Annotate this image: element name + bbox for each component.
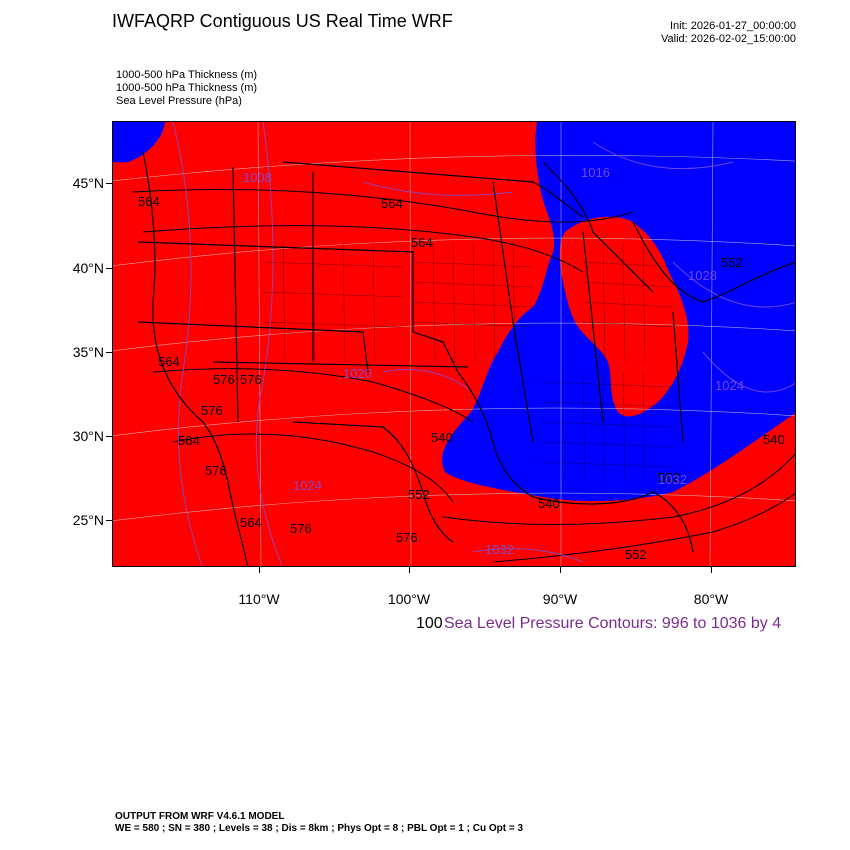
county-lines — [262, 241, 674, 483]
thickness-label: 540 — [763, 432, 785, 447]
thickness-label: 540 — [431, 430, 453, 445]
thickness-contours — [132, 189, 795, 563]
thickness-label: 552 — [408, 487, 430, 502]
weather-map: 564 564 564 552 552 540 540 552 552 564 … — [112, 121, 796, 567]
pressure-label: 1028 — [688, 268, 717, 283]
variable-label-2: 1000-500 hPa Thickness (m) — [116, 82, 258, 94]
lat-label-30: 30°N — [72, 428, 104, 444]
lon-label-90: 90°W — [542, 591, 578, 607]
thickness-label: 564 — [240, 515, 262, 530]
pressure-label: 1024 — [715, 378, 744, 393]
pressure-label: 1016 — [581, 165, 610, 180]
thickness-label: 576 — [290, 521, 312, 536]
lat-label-25: 25°N — [72, 512, 104, 528]
thickness-label: 576 — [213, 372, 235, 387]
lon-tick — [259, 567, 260, 573]
lon-label-110: 110°W — [238, 591, 280, 607]
thickness-label: 564 — [178, 433, 200, 448]
pressure-contours — [172, 122, 795, 566]
thickness-label: 564 — [381, 196, 403, 211]
run-times: Init: 2026-01-27_00:00:00 Valid: 2026-02… — [661, 20, 796, 46]
thickness-label: 552 — [625, 547, 647, 562]
chart-title: IWFAQRP Contiguous US Real Time WRF — [112, 11, 453, 31]
lon-tick — [560, 567, 561, 573]
thickness-label: 576 — [205, 463, 227, 478]
variable-label-3: Sea Level Pressure (hPa) — [116, 95, 242, 107]
lat-tick — [106, 436, 112, 437]
thickness-label: 564 — [411, 235, 433, 250]
lon-tick — [711, 567, 712, 573]
lat-label-45: 45°N — [72, 175, 104, 191]
lon-tick — [409, 567, 410, 573]
init-time: Init: 2026-01-27_00:00:00 — [670, 20, 796, 32]
pressure-label: 1032 — [658, 472, 687, 487]
lat-label-35: 35°N — [72, 344, 104, 360]
pressure-label: 1024 — [293, 478, 322, 493]
lon-label-100: 100°W — [387, 591, 431, 607]
variable-label-1: 1000-500 hPa Thickness (m) — [116, 69, 258, 81]
thickness-labels: 564 564 564 552 552 540 540 552 552 564 … — [138, 194, 785, 562]
boundaries — [137, 151, 795, 566]
pressure-labels: 1016 1028 1024 1032 1020 1032 1024 1008 — [243, 165, 744, 557]
map-canvas: 564 564 564 552 552 540 540 552 552 564 … — [113, 122, 795, 566]
lat-label-40: 40°N — [72, 260, 104, 276]
thickness-label: 576 — [201, 403, 223, 418]
warm-lobe-pnw — [113, 122, 165, 163]
thickness-label: 552 — [721, 255, 743, 270]
valid-time: Valid: 2026-02-02_15:00:00 — [661, 33, 796, 45]
lat-tick — [106, 352, 112, 353]
lat-tick — [106, 520, 112, 521]
lon-label-80: 80°W — [693, 591, 729, 607]
pressure-label: 1032 — [485, 542, 514, 557]
model-config-label: WE = 580 ; SN = 380 ; Levels = 38 ; Dis … — [115, 823, 524, 834]
pressure-label: 1020 — [343, 366, 372, 381]
slp-contour-info: Sea Level Pressure Contours: 996 to 1036… — [444, 615, 782, 632]
thickness-label: 576 — [396, 530, 418, 545]
thickness-label: 552 — [658, 470, 680, 485]
lat-tick — [106, 183, 112, 184]
pressure-label: 1008 — [243, 170, 272, 185]
contour-info-prefix: 100 — [416, 615, 443, 632]
thickness-label: 564 — [138, 194, 160, 209]
thickness-label: 540 — [538, 496, 560, 511]
thickness-label: 576 — [240, 372, 262, 387]
lat-tick — [106, 268, 112, 269]
model-output-label: OUTPUT FROM WRF V4.6.1 MODEL — [115, 811, 285, 822]
thickness-label: 564 — [158, 354, 180, 369]
